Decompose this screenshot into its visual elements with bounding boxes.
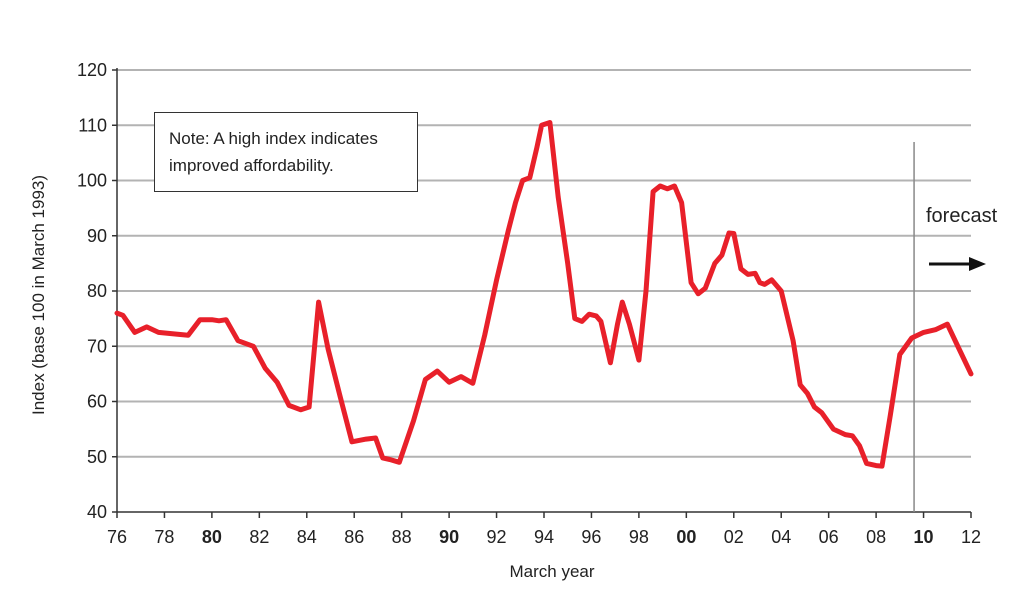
- y-tick-label: 90: [87, 226, 107, 246]
- x-tick-label: 00: [676, 527, 696, 547]
- y-axis-title: Index (base 100 in March 1993): [29, 175, 48, 415]
- x-tick-label: 76: [107, 527, 127, 547]
- axes: [112, 68, 972, 518]
- x-tick-label: 90: [439, 527, 459, 547]
- x-axis-title: March year: [509, 562, 594, 581]
- x-tick-label: 94: [534, 527, 554, 547]
- x-tick-label: 10: [914, 527, 934, 547]
- x-tick-label: 12: [961, 527, 981, 547]
- y-tick-label: 110: [78, 115, 107, 135]
- y-tick-label: 80: [87, 281, 107, 301]
- series-line-0: [114, 120, 974, 469]
- x-tick-label: 88: [392, 527, 412, 547]
- series: [114, 120, 974, 469]
- y-tick-label: 100: [77, 171, 107, 191]
- annotation-note: Note: A high index indicates improved af…: [154, 112, 418, 192]
- x-tick-labels: 76 78 80 82 84 86 88 90 92 94 96 98 00 02 04 06 08 10 12: [107, 527, 981, 547]
- x-tick-label: 08: [866, 527, 886, 547]
- x-tick-label: 86: [344, 527, 364, 547]
- x-tick-label: 80: [202, 527, 222, 547]
- y-tick-label: 70: [87, 336, 107, 356]
- x-tick-label: 06: [819, 527, 839, 547]
- forecast-arrow: [929, 257, 986, 271]
- x-tick-label: 84: [297, 527, 317, 547]
- x-tick-label: 92: [487, 527, 507, 547]
- y-tick-label: 120: [77, 60, 107, 80]
- forecast-label: forecast: [926, 205, 998, 227]
- y-tick-label: 60: [87, 392, 107, 412]
- x-tick-label: 96: [581, 527, 601, 547]
- x-tick-label: 02: [724, 527, 744, 547]
- x-tick-label: 04: [771, 527, 791, 547]
- x-tick-label: 78: [154, 527, 174, 547]
- x-tick-label: 82: [249, 527, 269, 547]
- x-tick-label: 98: [629, 527, 649, 547]
- y-tick-label: 50: [87, 447, 107, 467]
- y-tick-labels: 40 50 60 70 80 90 100 110 120: [77, 60, 107, 522]
- y-tick-label: 40: [87, 502, 107, 522]
